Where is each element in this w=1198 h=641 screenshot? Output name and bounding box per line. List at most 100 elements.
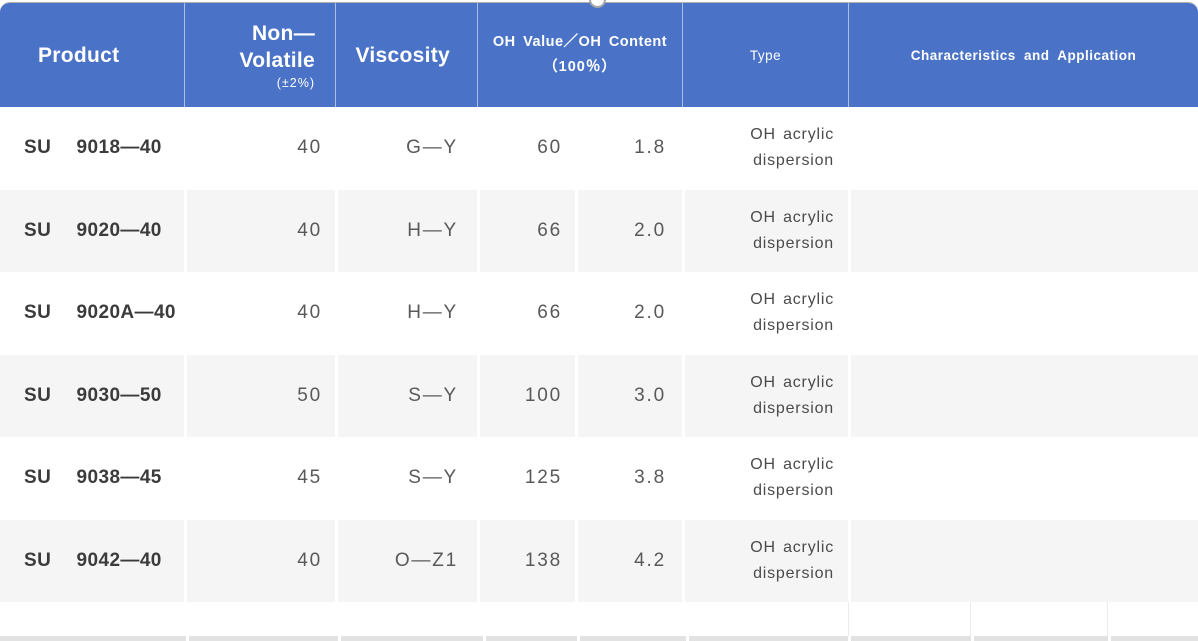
type-value: OH acrylic dispersion <box>750 208 834 252</box>
oh-value: 66 <box>537 302 562 324</box>
cell-non-volatile: 40 <box>184 519 335 602</box>
header-characteristics: Characteristics and Application <box>848 3 1198 107</box>
cell-product: SU 9038—45 <box>0 437 184 520</box>
cell-type: OH acrylic dispersion <box>682 107 848 190</box>
cell-type: OH acrylic dispersion <box>682 354 848 437</box>
cell-oh-value: 66 <box>477 189 575 272</box>
cell-oh-content: 3.0 <box>575 354 682 437</box>
cell-type: OH acrylic dispersion <box>682 519 848 602</box>
cell-oh-content: 1.8 <box>575 107 682 190</box>
next-table-cell <box>848 636 971 641</box>
header-type-label: Type <box>749 47 782 63</box>
cell-non-volatile: 45 <box>184 437 335 520</box>
cell-viscosity: O—Z1 <box>335 519 477 602</box>
cell-non-volatile: 40 <box>184 272 335 355</box>
next-table-cell <box>186 636 338 641</box>
next-table-row-partial <box>0 636 1198 641</box>
oh-content-value: 4.2 <box>634 549 666 571</box>
oh-value: 60 <box>537 137 562 159</box>
cell-viscosity: G—Y <box>335 107 477 190</box>
cell-oh-value: 60 <box>477 107 575 190</box>
next-table-cell <box>971 636 1108 641</box>
product-name: SU 9038—45 <box>24 467 162 489</box>
cell-product: SU 9020—40 <box>0 190 184 273</box>
table-row: SU 9020A—40 40 H—Y 66 2.0 OH acrylic dis… <box>0 272 1198 355</box>
cell-characteristics <box>848 354 1198 437</box>
cell-non-volatile: 40 <box>184 107 335 190</box>
cell-characteristics <box>848 189 1198 272</box>
header-oh-value-sublabel: （100％） <box>543 59 617 75</box>
header-type: Type <box>682 3 848 107</box>
oh-value: 100 <box>524 384 562 406</box>
next-table-cell <box>338 636 483 641</box>
non-volatile-value: 40 <box>297 137 322 159</box>
table-row: SU 9030—50 50 S—Y 100 3.0 OH acrylic dis… <box>0 354 1198 437</box>
header-non-volatile-label: Non—Volatile <box>239 22 315 72</box>
header-oh-value-label: OH Value／OH Content <box>492 34 668 50</box>
cell-non-volatile: 40 <box>184 189 335 272</box>
header-product-label: Product <box>38 43 120 67</box>
type-value: OH acrylic dispersion <box>750 538 834 582</box>
next-table-cell <box>577 636 686 641</box>
cell-characteristics <box>848 437 1198 520</box>
header-non-volatile: Non—Volatile (±2%) <box>184 3 335 107</box>
type-value: OH acrylic dispersion <box>750 373 834 417</box>
next-table-cell <box>483 636 577 641</box>
product-name: SU 9020—40 <box>24 219 162 241</box>
cell-type: OH acrylic dispersion <box>682 189 848 272</box>
cell-oh-content: 4.2 <box>575 519 682 602</box>
table-header: Product Non—Volatile (±2%) Viscosity OH … <box>0 3 1198 107</box>
header-viscosity-label: Viscosity <box>355 43 450 67</box>
viscosity-value: H—Y <box>407 302 458 324</box>
cell-oh-content: 2.0 <box>575 189 682 272</box>
cell-oh-value: 138 <box>477 519 575 602</box>
type-value: OH acrylic dispersion <box>750 126 834 170</box>
oh-content-value: 2.0 <box>634 302 666 324</box>
cell-non-volatile: 50 <box>184 354 335 437</box>
column-divider <box>970 602 971 636</box>
cell-oh-value: 125 <box>477 437 575 520</box>
cell-product: SU 9018—40 <box>0 107 184 190</box>
cell-type: OH acrylic dispersion <box>682 272 848 355</box>
non-volatile-value: 45 <box>297 467 322 489</box>
product-name: SU 9042—40 <box>24 549 162 571</box>
oh-content-value: 2.0 <box>634 219 666 241</box>
cell-oh-value: 100 <box>477 354 575 437</box>
oh-content-value: 3.0 <box>634 384 666 406</box>
header-non-volatile-sublabel: (±2%) <box>276 76 315 90</box>
non-volatile-value: 50 <box>297 384 322 406</box>
table-body: SU 9018—40 40 G—Y 60 1.8 OH acrylic disp… <box>0 107 1198 602</box>
cell-product: SU 9042—40 <box>0 520 184 603</box>
cell-oh-content: 2.0 <box>575 272 682 355</box>
viscosity-value: O—Z1 <box>394 549 458 571</box>
cell-characteristics <box>848 272 1198 355</box>
table-gap <box>0 602 1198 636</box>
cell-viscosity: S—Y <box>335 437 477 520</box>
cell-viscosity: H—Y <box>335 189 477 272</box>
oh-value: 125 <box>524 467 562 489</box>
cell-oh-content: 3.8 <box>575 437 682 520</box>
oh-value: 138 <box>524 549 562 571</box>
cell-viscosity: H—Y <box>335 272 477 355</box>
oh-content-value: 1.8 <box>634 137 666 159</box>
non-volatile-value: 40 <box>297 219 322 241</box>
header-product: Product <box>0 3 184 107</box>
non-volatile-value: 40 <box>297 549 322 571</box>
cell-type: OH acrylic dispersion <box>682 437 848 520</box>
product-name: SU 9030—50 <box>24 384 162 406</box>
cell-oh-value: 66 <box>477 272 575 355</box>
column-divider <box>1107 602 1108 636</box>
header-oh-value: OH Value／OH Content （100％） <box>477 3 682 107</box>
cell-viscosity: S—Y <box>335 354 477 437</box>
next-table-cell <box>0 636 186 641</box>
header-viscosity: Viscosity <box>335 3 477 107</box>
viscosity-value: G—Y <box>406 137 458 159</box>
cell-product: SU 9020A—40 <box>0 272 184 355</box>
cell-characteristics <box>848 107 1198 190</box>
viscosity-value: H—Y <box>407 219 458 241</box>
type-value: OH acrylic dispersion <box>750 291 834 335</box>
table-row: SU 9020—40 40 H—Y 66 2.0 OH acrylic disp… <box>0 189 1198 273</box>
column-divider <box>848 602 849 636</box>
next-table-cell <box>1108 636 1198 641</box>
